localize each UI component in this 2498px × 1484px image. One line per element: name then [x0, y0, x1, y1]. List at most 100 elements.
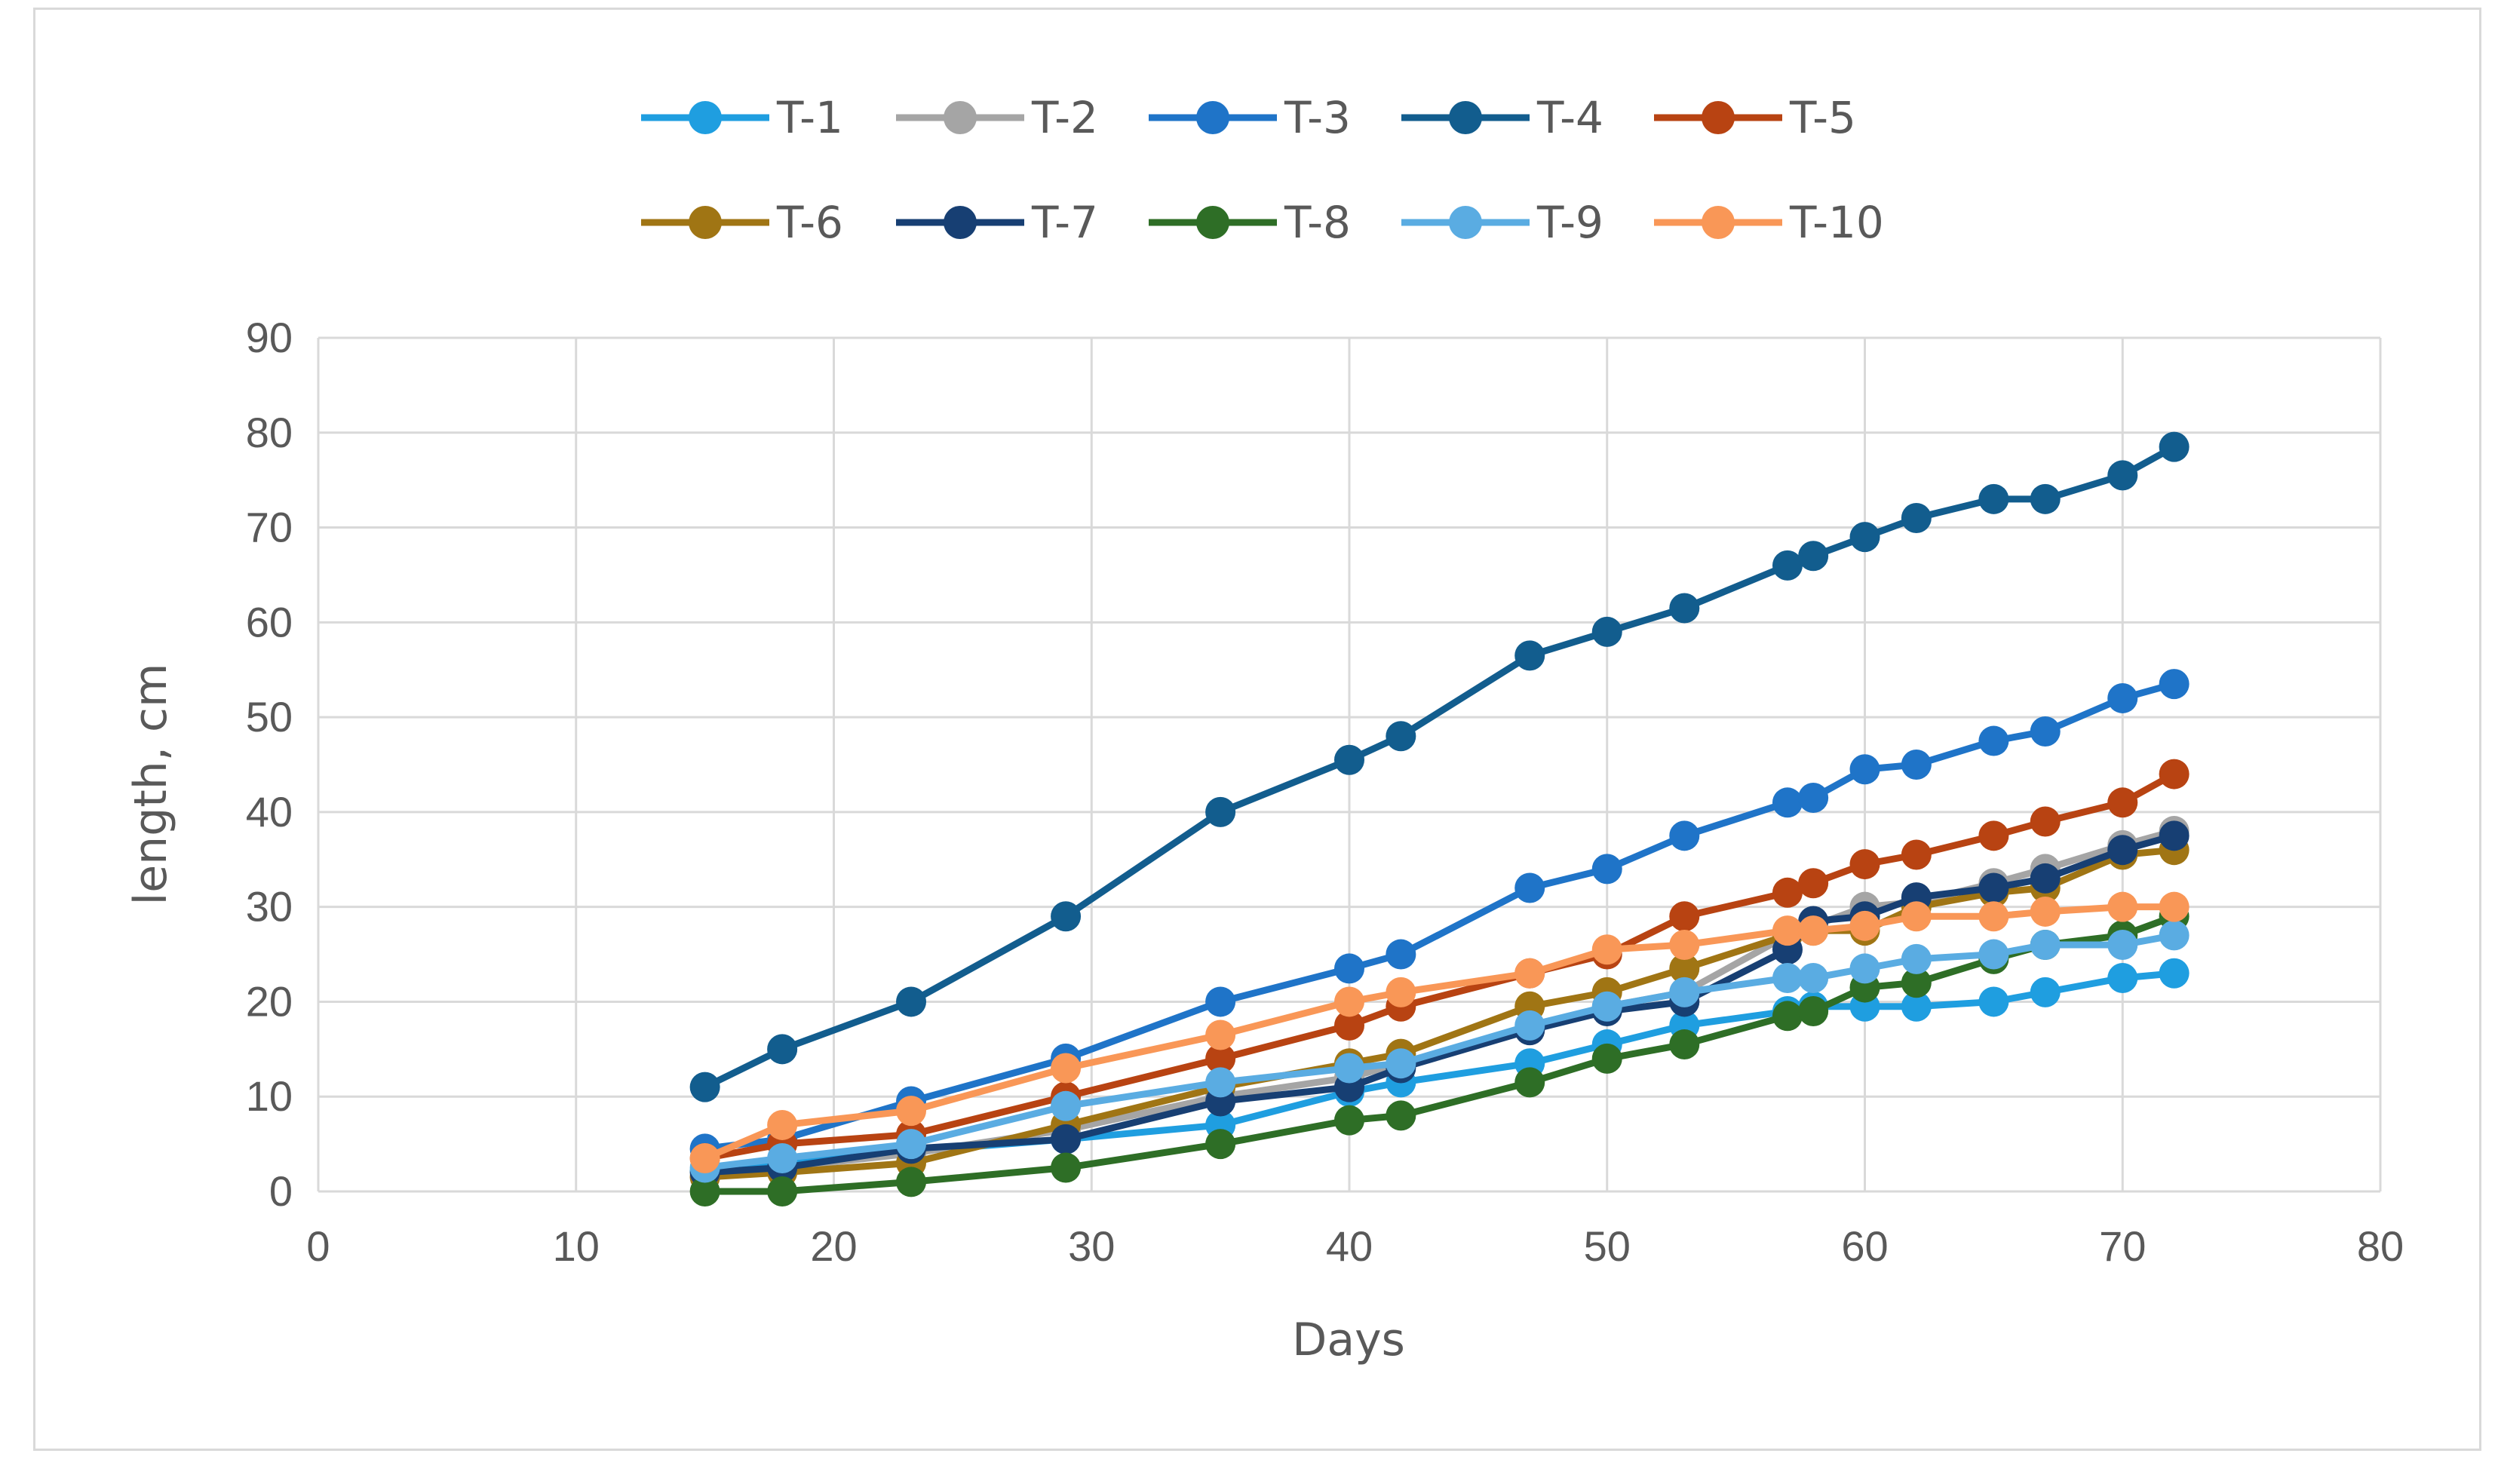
data-point — [1205, 1043, 1236, 1074]
data-point — [1669, 901, 1700, 932]
series-lines — [689, 431, 2190, 1207]
data-point — [896, 1167, 927, 1197]
y-tick-label: 10 — [246, 1072, 293, 1120]
data-point — [896, 1096, 927, 1127]
legend-swatch-marker — [689, 206, 722, 239]
data-point — [2107, 835, 2138, 866]
legend-label: T-5 — [1789, 92, 1856, 143]
data-point — [1901, 839, 1932, 870]
data-point — [2107, 891, 2138, 922]
legend-item-t-6: T-6 — [641, 197, 843, 248]
data-point — [2107, 929, 2138, 960]
data-point — [1669, 593, 1700, 624]
data-point — [689, 1142, 720, 1173]
legend-label: T-1 — [776, 92, 843, 143]
x-tick-label: 60 — [1841, 1222, 1888, 1270]
data-point — [1798, 963, 1829, 993]
data-point — [2107, 787, 2138, 818]
data-point — [1591, 616, 1622, 647]
data-point — [1386, 939, 1416, 970]
data-point — [767, 1034, 798, 1065]
data-point — [1205, 986, 1236, 1017]
data-point — [2107, 460, 2138, 491]
data-point — [2107, 963, 2138, 993]
y-axis-title: length, cm — [124, 664, 177, 906]
data-point — [1849, 910, 1880, 941]
data-point — [767, 1109, 798, 1140]
data-point — [1669, 977, 1700, 1007]
legend-swatch-marker — [1449, 101, 1482, 134]
legend-swatch-marker — [944, 206, 977, 239]
data-point — [1514, 640, 1545, 671]
data-point — [1849, 522, 1880, 553]
legend-swatch-marker — [1702, 206, 1735, 239]
data-point — [1051, 1152, 1082, 1183]
data-point — [2159, 759, 2190, 790]
data-point — [1514, 958, 1545, 989]
data-point — [2030, 483, 2061, 514]
data-point — [2159, 891, 2190, 922]
data-point — [1978, 901, 2009, 932]
data-point — [1386, 977, 1416, 1007]
data-point — [1334, 1053, 1364, 1084]
x-tick-label: 10 — [553, 1222, 600, 1270]
legend-label: T-3 — [1284, 92, 1351, 143]
data-point — [1514, 1067, 1545, 1098]
legend-swatch-marker — [1196, 101, 1229, 134]
data-point — [1798, 541, 1829, 572]
legend-item-t-8: T-8 — [1149, 197, 1351, 248]
data-point — [1901, 750, 1932, 780]
x-tick-label: 20 — [810, 1222, 857, 1270]
legend: T-1 T-2 T-3 T-4 T-5 T-6 T-7 T-8 T-9 T-10 — [641, 92, 1884, 248]
legend-swatch-marker — [689, 101, 722, 134]
data-point — [1798, 915, 1829, 946]
y-tick-label: 20 — [246, 977, 293, 1025]
data-point — [2030, 929, 2061, 960]
series-line — [701, 443, 2178, 1091]
x-tick-label: 40 — [1326, 1222, 1373, 1270]
data-point — [2159, 958, 2190, 989]
legend-swatch-marker — [1196, 206, 1229, 239]
legend-item-t-3: T-3 — [1149, 92, 1351, 143]
data-point — [2159, 431, 2190, 462]
gridlines — [317, 336, 2382, 1193]
data-point — [1514, 872, 1545, 903]
legend-item-t-4: T-4 — [1401, 92, 1603, 143]
data-point — [2159, 820, 2190, 851]
data-point — [2159, 669, 2190, 700]
data-point — [1051, 1053, 1082, 1084]
data-point — [1978, 872, 2009, 903]
data-point — [1849, 849, 1880, 880]
data-point — [2030, 806, 2061, 837]
data-point — [2030, 896, 2061, 927]
data-point — [2159, 920, 2190, 951]
data-point — [1334, 986, 1364, 1017]
legend-item-t-1: T-1 — [641, 92, 843, 143]
y-tick-label: 90 — [246, 314, 293, 361]
data-point — [1669, 1029, 1700, 1060]
data-point — [767, 1176, 798, 1207]
legend-item-t-5: T-5 — [1654, 92, 1856, 143]
data-point — [1669, 929, 1700, 960]
data-point — [1591, 991, 1622, 1022]
data-point — [1978, 483, 2009, 514]
data-point — [1978, 939, 2009, 970]
data-point — [1334, 1010, 1364, 1041]
y-tick-label: 30 — [246, 883, 293, 931]
data-point — [1901, 502, 1932, 533]
data-point — [2030, 977, 2061, 1007]
data-point — [1669, 953, 1700, 984]
data-point — [1591, 934, 1622, 965]
data-point — [1978, 820, 2009, 851]
y-tick-label: 70 — [246, 504, 293, 551]
x-axis-title: Days — [1292, 1314, 1405, 1366]
legend-item-t-10: T-10 — [1654, 197, 1884, 248]
y-tick-label: 60 — [246, 598, 293, 645]
data-point — [1978, 725, 2009, 756]
data-point — [2107, 682, 2138, 713]
data-point — [1386, 1048, 1416, 1079]
data-point — [1051, 1124, 1082, 1154]
data-point — [1205, 1019, 1236, 1050]
data-point — [1901, 991, 1932, 1022]
legend-label: T-6 — [776, 197, 843, 248]
